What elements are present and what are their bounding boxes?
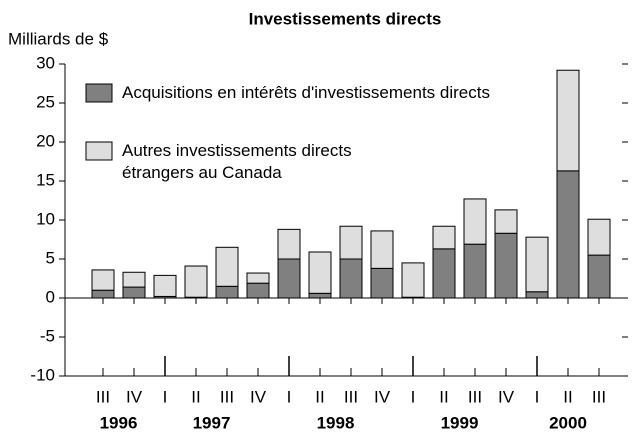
bar-segment bbox=[401, 262, 425, 298]
year-label: 1996 bbox=[100, 413, 138, 432]
x-tick-label: III bbox=[344, 387, 358, 406]
bar-segment bbox=[308, 251, 332, 294]
bar-segment bbox=[587, 254, 611, 299]
bar-segment bbox=[215, 285, 239, 299]
bar-segment bbox=[91, 269, 115, 291]
bar-segment bbox=[153, 274, 177, 297]
bar-segment bbox=[587, 218, 611, 256]
x-tick-label: II bbox=[315, 387, 324, 406]
x-tick-label: III bbox=[592, 387, 606, 406]
x-tick-label: I bbox=[163, 387, 168, 406]
chart-title: Investissements directs bbox=[249, 9, 442, 28]
year-label: 1997 bbox=[193, 413, 231, 432]
y-tick-label: 30 bbox=[36, 53, 55, 72]
bar-segment bbox=[246, 272, 270, 284]
x-tick-label: I bbox=[535, 387, 540, 406]
legend-swatch bbox=[85, 83, 113, 103]
bar-segment bbox=[122, 286, 146, 299]
x-tick-label: II bbox=[191, 387, 200, 406]
legend-swatch bbox=[85, 141, 113, 161]
bar-segment bbox=[277, 228, 301, 260]
bar-segment bbox=[339, 225, 363, 260]
bar-segment bbox=[556, 170, 580, 299]
y-tick-label: 15 bbox=[36, 170, 55, 189]
y-axis-label: Milliards de $ bbox=[8, 29, 109, 48]
x-tick-label: III bbox=[220, 387, 234, 406]
bar-segment bbox=[432, 248, 456, 299]
x-tick-label: III bbox=[468, 387, 482, 406]
bar-segment bbox=[556, 69, 580, 172]
y-tick-label: -10 bbox=[30, 365, 55, 384]
year-label: 1998 bbox=[317, 413, 355, 432]
bar-segment bbox=[432, 225, 456, 250]
x-tick-label: IV bbox=[498, 387, 515, 406]
bar-segment bbox=[308, 292, 332, 299]
bar-segment bbox=[215, 246, 239, 287]
bar-segment bbox=[91, 289, 115, 299]
y-tick-label: 5 bbox=[46, 248, 55, 267]
x-tick-label: IV bbox=[126, 387, 143, 406]
legend-label: Autres investissements directs étrangers… bbox=[122, 141, 352, 182]
x-tick-label: IV bbox=[374, 387, 391, 406]
bar-segment bbox=[463, 243, 487, 299]
y-tick-label: 25 bbox=[36, 92, 55, 111]
bar-segment bbox=[463, 198, 487, 245]
bar-segment bbox=[494, 232, 518, 299]
bar-segment bbox=[494, 209, 518, 234]
x-tick-label: I bbox=[287, 387, 292, 406]
x-tick-label: II bbox=[563, 387, 572, 406]
legend-label: Acquisitions en intérêts d'investissemen… bbox=[122, 83, 490, 102]
x-tick-label: IV bbox=[250, 387, 267, 406]
bar-segment bbox=[184, 265, 208, 298]
bar-segment bbox=[277, 258, 301, 299]
year-label: 1999 bbox=[441, 413, 479, 432]
bar-segment bbox=[370, 230, 394, 269]
y-tick-label: -5 bbox=[40, 326, 55, 345]
bar-segment bbox=[246, 282, 270, 299]
bar-segment bbox=[122, 271, 146, 288]
y-tick-label: 0 bbox=[46, 287, 55, 306]
bar-segment bbox=[339, 258, 363, 299]
x-tick-label: I bbox=[411, 387, 416, 406]
x-tick-label: II bbox=[439, 387, 448, 406]
bar-segment bbox=[525, 236, 549, 293]
bar-segment bbox=[370, 267, 394, 299]
year-label: 2000 bbox=[549, 413, 587, 432]
y-tick-label: 20 bbox=[36, 131, 55, 150]
y-tick-label: 10 bbox=[36, 209, 55, 228]
x-tick-label: III bbox=[96, 387, 110, 406]
bar-segment bbox=[525, 291, 549, 299]
